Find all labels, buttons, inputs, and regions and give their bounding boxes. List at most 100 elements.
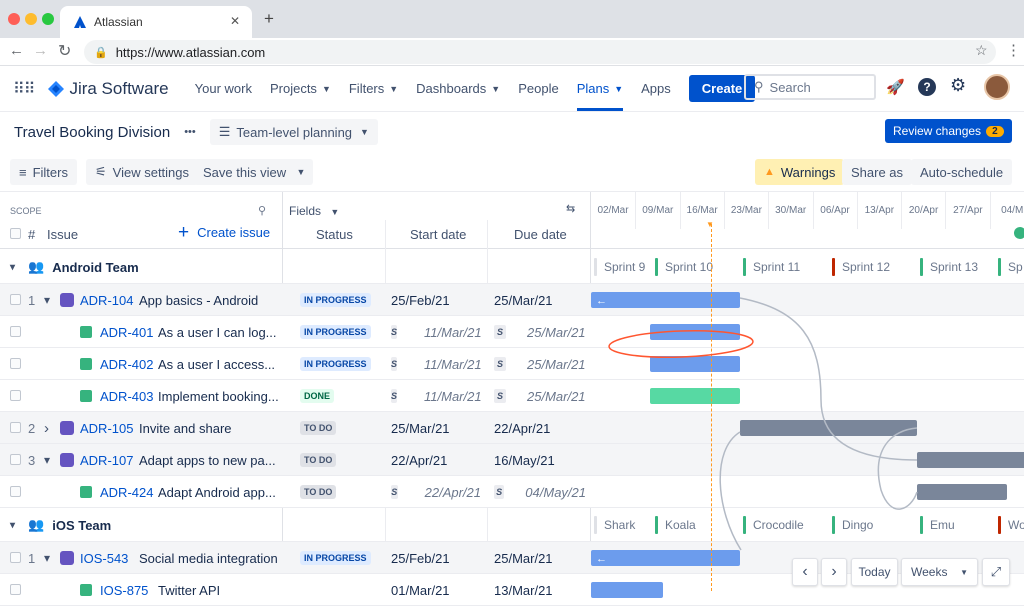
- view-settings-button[interactable]: ⚟ View settings: [86, 159, 199, 185]
- due-date-cell[interactable]: S 25/Mar/21: [494, 348, 586, 380]
- more-actions-button[interactable]: •••: [184, 126, 196, 138]
- nav-dashboards[interactable]: Dashboards ▼: [416, 81, 500, 96]
- maximize-window-icon[interactable]: [42, 13, 54, 25]
- new-tab-button[interactable]: +: [264, 9, 274, 28]
- due-date-cell[interactable]: S 25/Mar/21: [494, 316, 586, 348]
- row-checkbox[interactable]: [10, 390, 21, 401]
- issue-key-link[interactable]: IOS-875: [100, 582, 149, 598]
- issue-key-link[interactable]: ADR-107: [80, 452, 134, 468]
- row-checkbox[interactable]: [10, 326, 21, 337]
- issue-key-link[interactable]: ADR-105: [80, 420, 134, 436]
- team-row[interactable]: ▾ 👥 iOS Team Shark Koala Crocodile Dingo Emu Wo: [0, 508, 1024, 542]
- due-date-cell[interactable]: S 04/May/21: [494, 476, 586, 508]
- auto-schedule-button[interactable]: Auto-schedule: [911, 159, 1013, 185]
- timeline-bar[interactable]: [650, 324, 740, 340]
- issue-key-link[interactable]: ADR-401: [100, 324, 154, 340]
- row-checkbox[interactable]: [10, 358, 21, 369]
- issue-key-link[interactable]: ADR-104: [80, 292, 134, 308]
- row-checkbox[interactable]: [10, 486, 21, 497]
- timeline-bar[interactable]: [917, 452, 1024, 468]
- row-checkbox[interactable]: [10, 422, 21, 433]
- team-row[interactable]: ▾ 👥 Android Team Sprint 9 Sprint 10 Sprint 11…: [0, 250, 1024, 284]
- start-date-cell[interactable]: S 11/Mar/21: [391, 380, 482, 412]
- team-toggle[interactable]: ▾ 👥 iOS Team: [10, 508, 111, 542]
- status-cell[interactable]: IN PROGRESS: [300, 316, 371, 348]
- browser-menu-icon[interactable]: ⋮: [1006, 42, 1021, 59]
- close-tab-icon[interactable]: ✕: [229, 14, 240, 28]
- start-date-cell[interactable]: 25/Feb/21: [391, 542, 481, 574]
- start-date-cell[interactable]: 01/Mar/21: [391, 574, 481, 606]
- start-date-cell[interactable]: S 22/Apr/21: [391, 476, 481, 508]
- save-view-button[interactable]: Save this view: [194, 159, 296, 185]
- reload-icon[interactable]: ↻: [58, 43, 72, 60]
- row-checkbox[interactable]: [10, 454, 21, 465]
- due-date-cell[interactable]: 25/Mar/21: [494, 542, 586, 574]
- nav-your-work[interactable]: Your work: [195, 81, 252, 96]
- row-checkbox[interactable]: [10, 294, 21, 305]
- share-button[interactable]: Share as: [842, 159, 913, 185]
- start-date-cell[interactable]: 25/Feb/21: [391, 284, 481, 316]
- select-all-checkbox[interactable]: [10, 228, 21, 239]
- chevron-down-icon[interactable]: ▾: [44, 293, 51, 307]
- help-icon[interactable]: ?: [918, 78, 936, 96]
- due-date-cell[interactable]: 16/May/21: [494, 444, 586, 476]
- save-view-dropdown[interactable]: ▼: [289, 159, 313, 185]
- issue-key-link[interactable]: ADR-424: [100, 484, 154, 500]
- collapse-fields-icon[interactable]: ⇆: [566, 203, 576, 215]
- issue-key-link[interactable]: ADR-403: [100, 388, 154, 404]
- create-issue-button[interactable]: + Create issue: [178, 223, 270, 242]
- user-avatar[interactable]: [984, 74, 1010, 100]
- nav-people[interactable]: People: [518, 81, 558, 96]
- status-cell[interactable]: IN PROGRESS: [300, 284, 371, 316]
- start-date-cell[interactable]: S 11/Mar/21: [391, 316, 482, 348]
- close-window-icon[interactable]: [8, 13, 20, 25]
- due-date-cell[interactable]: 22/Apr/21: [494, 412, 586, 444]
- chevron-right-icon[interactable]: ›: [44, 419, 49, 437]
- app-switcher-icon[interactable]: ⠿⠿: [13, 80, 35, 98]
- search-input[interactable]: ⚲ Search: [744, 74, 876, 100]
- timeline-next-button[interactable]: ›: [821, 558, 847, 586]
- status-cell[interactable]: IN PROGRESS: [300, 348, 371, 380]
- timeline-bar[interactable]: ←: [591, 550, 740, 566]
- nav-plans[interactable]: Plans ▼: [576, 81, 624, 111]
- back-icon[interactable]: ←: [9, 42, 24, 59]
- nav-filters[interactable]: Filters ▼: [349, 81, 398, 96]
- table-row[interactable]: ADR-403 Implement booking... DONE S 11/Mar/2…: [0, 380, 1024, 412]
- filters-button[interactable]: ≡ Filters: [10, 159, 77, 185]
- table-row[interactable]: ADR-424 Adapt Android app... TO DO S 22/Apr/…: [0, 476, 1024, 508]
- fullscreen-button[interactable]: ⤢: [982, 558, 1010, 586]
- timeline-prev-button[interactable]: ‹: [792, 558, 818, 586]
- chevron-down-icon[interactable]: ▾: [44, 453, 51, 467]
- nav-projects[interactable]: Projects ▼: [270, 81, 331, 96]
- settings-gear-icon[interactable]: ⚙: [950, 75, 967, 95]
- due-date-cell[interactable]: 13/Mar/21: [494, 574, 586, 606]
- url-field[interactable]: 🔒 https://www.atlassian.com: [84, 40, 996, 64]
- bookmark-star-icon[interactable]: ☆: [975, 42, 988, 58]
- browser-tab[interactable]: Atlassian ✕: [60, 6, 252, 38]
- table-row[interactable]: ADR-401 As a user I can log... IN PROGRESS…: [0, 316, 1024, 348]
- chevron-down-icon[interactable]: ▾: [10, 261, 16, 273]
- start-date-cell[interactable]: 22/Apr/21: [391, 444, 481, 476]
- status-cell[interactable]: IN PROGRESS: [300, 542, 371, 574]
- today-button[interactable]: Today: [851, 558, 898, 586]
- timeline-bar[interactable]: [650, 356, 740, 372]
- scope-search-icon[interactable]: ⚲: [258, 205, 267, 217]
- timeline-bar[interactable]: [917, 484, 1007, 500]
- start-date-cell[interactable]: S 11/Mar/21: [391, 348, 482, 380]
- jira-logo[interactable]: Jira Software: [48, 79, 169, 99]
- row-checkbox[interactable]: [10, 584, 21, 595]
- issue-key-link[interactable]: IOS-543: [80, 550, 129, 566]
- status-cell[interactable]: TO DO: [300, 476, 337, 508]
- fields-dropdown[interactable]: Fields ▼: [289, 204, 339, 218]
- start-date-cell[interactable]: 25/Mar/21: [391, 412, 481, 444]
- view-mode-dropdown[interactable]: ☰ Team-level planning ▼: [209, 119, 378, 145]
- notifications-icon[interactable]: 🚀: [886, 79, 905, 96]
- warnings-button[interactable]: ▲ Warnings: [755, 159, 845, 185]
- timeline-bar[interactable]: [650, 388, 740, 404]
- status-cell[interactable]: DONE: [300, 380, 335, 412]
- row-checkbox[interactable]: [10, 552, 21, 563]
- timeline-bar[interactable]: ←: [591, 292, 740, 308]
- chevron-down-icon[interactable]: ▾: [44, 551, 51, 565]
- forward-icon[interactable]: →: [33, 42, 48, 59]
- timescale-dropdown[interactable]: Weeks ▼: [901, 558, 978, 586]
